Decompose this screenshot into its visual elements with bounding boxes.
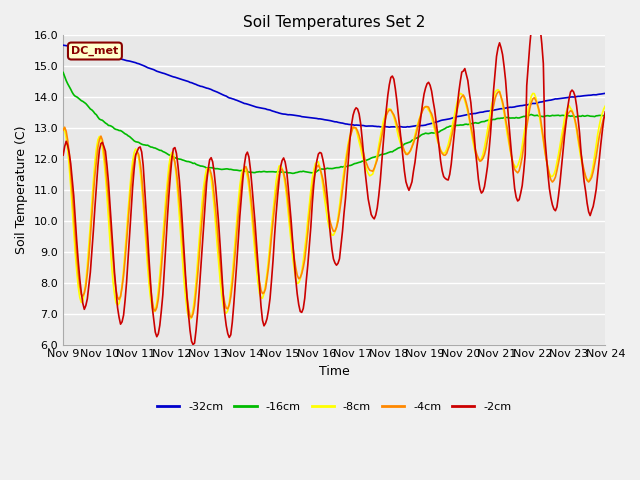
X-axis label: Time: Time [319,365,349,378]
Title: Soil Temperatures Set 2: Soil Temperatures Set 2 [243,15,426,30]
Legend: -32cm, -16cm, -8cm, -4cm, -2cm: -32cm, -16cm, -8cm, -4cm, -2cm [152,397,516,416]
Y-axis label: Soil Temperature (C): Soil Temperature (C) [15,126,28,254]
Text: DC_met: DC_met [71,46,118,56]
